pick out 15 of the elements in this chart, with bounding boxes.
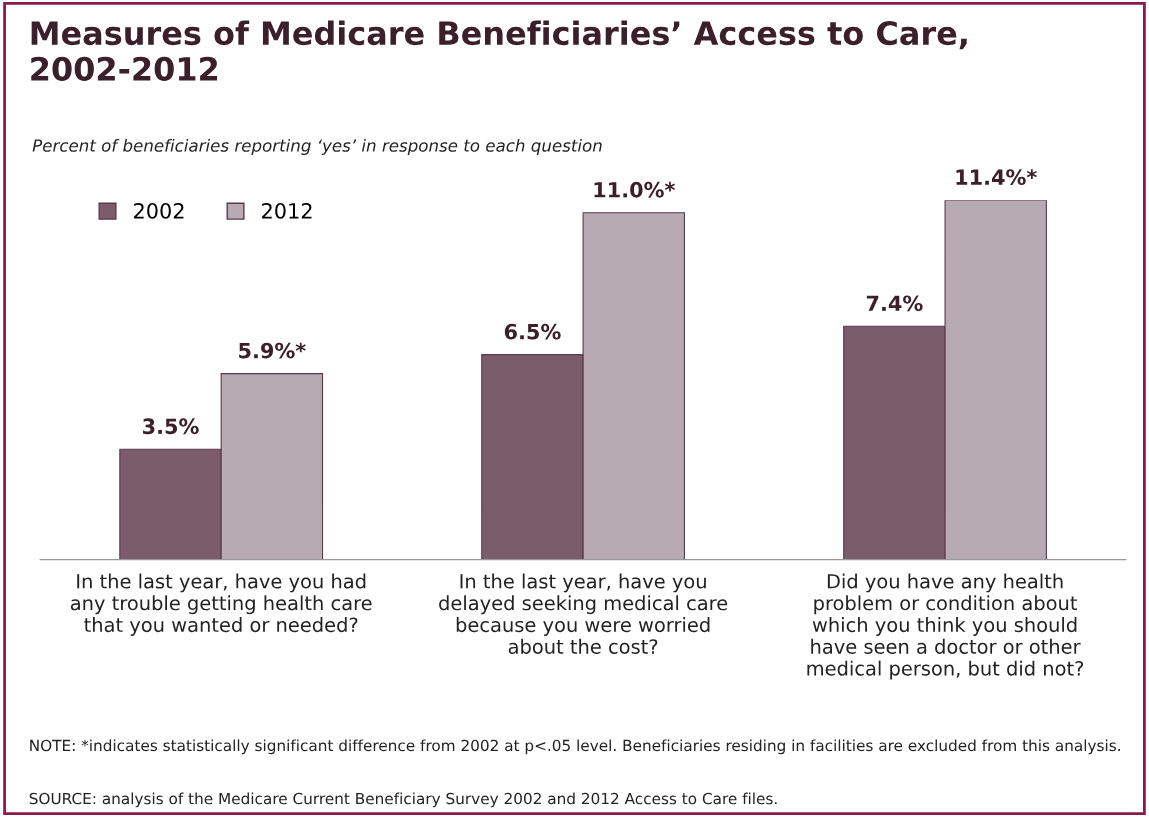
- x-tick-label: In the last year, have you had any trouble getting health care that you wanted or needed?: [70, 573, 372, 636]
- data-label: 5.9%*: [239, 342, 306, 359]
- data-label: 7.4%: [866, 295, 923, 312]
- chart-title: Measures of Medicare Beneficiaries’ Access to Care, 2002-2012: [31, 20, 967, 81]
- data-label: 3.5%: [143, 418, 199, 435]
- x-tick-label: In the last year, have you delayed seeking medical care because you were worried about the cost?: [439, 573, 728, 654]
- data-label: 6.5%: [504, 323, 561, 340]
- text: NOTE: *indicates statistically significant difference from 2002 at p<.05 level. Beneficiaries residing in facilities are excluded from this analysis.: [30, 739, 1120, 755]
- source-note: SOURCE: analysis of the Medicare Current Beneficiary Survey 2002 and 2012 Access to Care files.: [29, 792, 777, 808]
- legend-label: 2012: [262, 202, 312, 219]
- data-label: 11.0%*: [594, 181, 675, 198]
- data-label: 11.4%*: [956, 169, 1037, 186]
- legend-label: 2002: [134, 202, 184, 219]
- chart-subtitle: Percent of beneficiaries reporting ‘yes’ in response to each question: [32, 138, 602, 156]
- x-tick-label: Did you have any health problem or condition about which you think you should have seen a doctor or other medical person, but did not?: [807, 573, 1084, 680]
